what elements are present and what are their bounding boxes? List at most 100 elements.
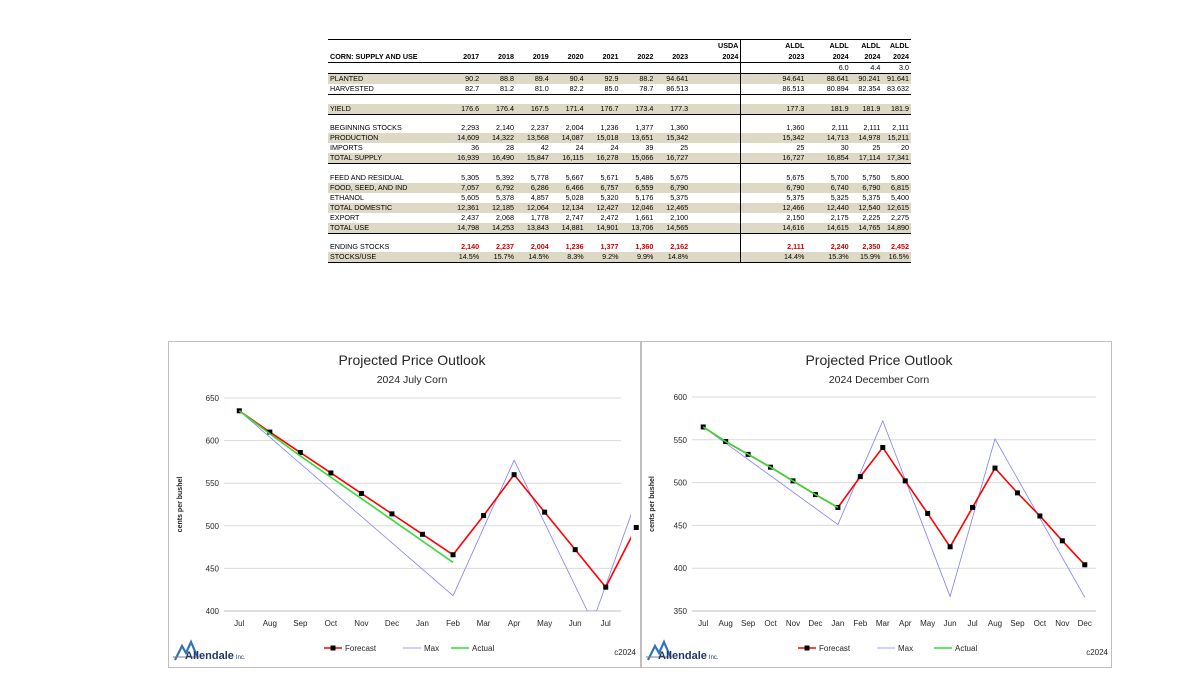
x-tick-label: Jan: [831, 619, 844, 628]
spacer-cell: [481, 233, 516, 242]
row-value-cell: 6,815: [882, 182, 911, 193]
row-value-cell: 2,111: [863, 123, 881, 132]
row-value-cell: 94.641: [740, 73, 807, 84]
spacer-cell: [481, 164, 516, 173]
spacer-cell: [446, 233, 481, 242]
y-tick-label: 600: [674, 393, 688, 402]
spacer-cell: [328, 114, 446, 123]
y-tick-label: 500: [674, 479, 688, 488]
y-tick-label: 600: [206, 437, 220, 446]
spacer-cell: [851, 95, 883, 104]
forecast-point-marker: [267, 429, 273, 435]
spacer-cell: [621, 95, 656, 104]
spacer-cell: [806, 233, 850, 242]
row-value-cell: [690, 172, 742, 183]
spacer-cell: [741, 114, 806, 123]
row-value-cell: 2,472: [600, 212, 619, 222]
spacer-cell: [655, 233, 690, 242]
row-value-cell: [690, 252, 742, 263]
row-label: TOTAL USE: [328, 222, 447, 234]
x-tick-label: May: [920, 619, 935, 628]
spacer-cell: [621, 164, 656, 173]
spacer-cell: [621, 233, 656, 242]
forecast-point-marker: [970, 504, 976, 510]
row-value-cell: 90.4: [550, 73, 586, 84]
row-label: TOTAL DOMESTIC: [328, 202, 447, 213]
row-value-cell: 14.4%: [740, 252, 807, 263]
row-value-cell: 177.3: [655, 103, 691, 115]
y-tick-label: 650: [206, 394, 220, 403]
x-tick-label: Oct: [764, 619, 777, 628]
table-row: HARVESTED 82.7 81.2 81.0 82.2 85.0 78.7 86.513 8…: [328, 84, 911, 95]
spacer-cell: [741, 95, 806, 104]
row-value-cell: 14.5%: [515, 252, 551, 263]
table-header-source-row: USDA ALDL ALDL ALDL ALDL: [328, 39, 911, 51]
table-row: FEED AND RESIDUAL 5,305 5,392 5,778 5,667 5,6…: [328, 172, 911, 183]
x-tick-label: Nov: [1055, 619, 1069, 628]
row-value-cell: [690, 202, 742, 213]
x-tick-label: Apr: [508, 619, 521, 628]
forecast-point-marker: [857, 474, 863, 480]
row-value-cell: 12,540: [850, 202, 883, 213]
header-source-cell: ALDL: [850, 39, 883, 51]
row-value-cell: 1,236: [565, 242, 584, 251]
july-corn-chart-panel: Projected Price Outlook 2024 July Corn 400…: [168, 341, 641, 668]
row-value-cell: 42: [540, 143, 549, 152]
row-value-cell: 6,559: [620, 182, 656, 193]
subheader-cell: [740, 62, 807, 74]
row-value-cell: 13,568: [515, 133, 551, 143]
row-label: FOOD, SEED, AND IND: [328, 182, 447, 193]
forecast-point-marker: [236, 408, 242, 414]
row-value-cell: 5,320: [600, 192, 619, 202]
row-label: PLANTED: [328, 73, 447, 84]
row-value-cell: 2,275: [891, 212, 909, 222]
row-label: STOCKS/USE: [328, 252, 447, 263]
table-row: YIELD 176.6 176.4 167.5 171.4 176.7 173.4 177.3…: [328, 103, 911, 115]
row-value-cell: 14,713: [806, 133, 851, 143]
table-header-year-row: CORN: SUPPLY AND USE 2017 2018 2019 2020 2021…: [328, 51, 911, 63]
row-value-cell: 1,236: [600, 123, 619, 132]
y-tick-label: 350: [674, 607, 688, 616]
row-value-cell: 14,798: [446, 222, 482, 234]
subheader-cell: [550, 62, 586, 74]
row-value-cell: 1,661: [635, 212, 654, 222]
spacer-cell: [655, 114, 690, 123]
spacer-cell: [621, 114, 656, 123]
table-row: PLANTED 90.2 88.8 89.4 90.4 92.9 88.2 94.641 94.…: [328, 73, 911, 84]
table-row: TOTAL USE 14,798 14,253 13,843 14,881 14,901 1…: [328, 222, 911, 234]
subheader-cell: 4.4: [850, 62, 883, 74]
row-value-cell: 14,615: [806, 222, 851, 234]
row-value-cell: 2,437: [461, 212, 480, 222]
row-value-cell: 6,466: [550, 182, 586, 193]
row-value-cell: 5,176: [635, 192, 654, 202]
x-tick-label: Jan: [416, 619, 429, 628]
subheader-cell: [481, 62, 516, 74]
y-tick-label: 450: [206, 564, 220, 573]
row-value-cell: 15.9%: [850, 252, 883, 263]
spacer-cell: [882, 95, 911, 104]
row-value-cell: 14,901: [585, 222, 621, 234]
forecast-point-marker: [835, 504, 841, 510]
row-value-cell: 30: [840, 143, 849, 152]
row-value-cell: 5,750: [862, 172, 881, 182]
spacer-cell: [516, 233, 551, 242]
row-value-cell: 82.354: [850, 84, 883, 95]
forecast-point-marker: [297, 450, 303, 456]
row-value-cell: 78.7: [620, 84, 656, 95]
row-label: HARVESTED: [328, 84, 447, 95]
header-source-cell: ALDL: [882, 39, 911, 51]
row-value-cell: 173.4: [620, 103, 656, 115]
row-value-cell: 25: [872, 143, 881, 152]
x-tick-label: Nov: [786, 619, 800, 628]
header-source-cell: USDA: [690, 39, 742, 51]
forecast-point-marker: [450, 552, 456, 558]
row-value-cell: 13,706: [620, 222, 656, 234]
x-tick-label: Dec: [1078, 619, 1092, 628]
allendale-logo-suffix: Inc.: [709, 655, 719, 661]
table-title: CORN: SUPPLY AND USE: [328, 51, 447, 63]
row-value-cell: 24: [575, 143, 584, 152]
row-value-cell: 6,790: [655, 182, 691, 193]
x-tick-label: Jun: [944, 619, 957, 628]
row-value-cell: 94.641: [655, 73, 691, 84]
row-value-cell: 6,757: [585, 182, 621, 193]
